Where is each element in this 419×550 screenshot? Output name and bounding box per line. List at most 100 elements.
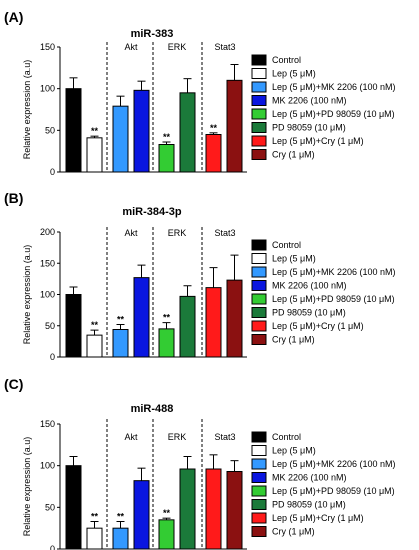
y-tick-label: 150 xyxy=(40,42,55,52)
legend-label: Cry (1 μM) xyxy=(272,335,315,345)
legend-swatch xyxy=(251,320,267,332)
legend-label: Lep (5 μM) xyxy=(272,69,316,79)
bar xyxy=(65,465,82,550)
bar xyxy=(179,468,196,550)
legend-label: Lep (5 μM)+Cry (1 μM) xyxy=(272,321,364,331)
panel-label: (B) xyxy=(4,190,23,206)
significance-marker: ** xyxy=(117,512,125,522)
legend-swatch xyxy=(251,266,267,278)
y-tick-label: 0 xyxy=(50,167,55,177)
legend-label: Cry (1 μM) xyxy=(272,527,315,537)
bar xyxy=(65,294,82,358)
y-tick-label: 50 xyxy=(45,321,55,331)
bar xyxy=(179,295,196,358)
legend-label: MK 2206 (100 nM) xyxy=(272,281,347,291)
group-label: Akt xyxy=(124,432,138,442)
legend-swatch xyxy=(251,280,267,291)
bar xyxy=(158,519,175,550)
bar xyxy=(86,527,103,550)
significance-marker: ** xyxy=(210,123,218,133)
group-label: Stat3 xyxy=(214,432,235,442)
legend-swatch xyxy=(251,239,267,251)
legend-swatch xyxy=(251,472,267,483)
bar xyxy=(179,92,196,173)
legend-label: Lep (5 μM)+PD 98059 (10 μM) xyxy=(272,109,395,119)
bar xyxy=(65,88,82,173)
legend-swatch xyxy=(251,149,267,160)
legend-label: Control xyxy=(272,432,301,442)
legend-label: PD 98059 (10 μM) xyxy=(272,123,346,133)
bar xyxy=(205,287,222,358)
bar xyxy=(112,329,129,358)
legend-swatch xyxy=(251,253,267,264)
y-tick-label: 200 xyxy=(40,227,55,237)
bar xyxy=(226,79,243,173)
significance-marker: ** xyxy=(163,508,171,518)
bar xyxy=(226,279,243,358)
legend-swatch xyxy=(251,122,267,133)
legend-swatch xyxy=(251,108,267,120)
legend-swatch xyxy=(251,81,267,93)
legend-swatch xyxy=(251,431,267,443)
y-tick-label: 100 xyxy=(40,84,55,94)
legend-swatch xyxy=(251,512,267,524)
legend-label: Lep (5 μM)+PD 98059 (10 μM) xyxy=(272,294,395,304)
y-tick-label: 150 xyxy=(40,258,55,268)
y-tick-label: 50 xyxy=(45,125,55,135)
bar xyxy=(205,468,222,550)
legend-label: Lep (5 μM)+MK 2206 (100 nM) xyxy=(272,459,396,469)
bar xyxy=(112,105,129,173)
legend-label: Cry (1 μM) xyxy=(272,150,315,160)
bar xyxy=(226,471,243,550)
significance-marker: ** xyxy=(91,320,99,330)
bar xyxy=(133,89,150,173)
legend-label: Lep (5 μM)+Cry (1 μM) xyxy=(272,136,364,146)
bar xyxy=(205,134,222,173)
legend-label: Lep (5 μM)+MK 2206 (100 nM) xyxy=(272,82,396,92)
legend-swatch xyxy=(251,458,267,470)
legend-swatch xyxy=(251,499,267,510)
legend-label: Lep (5 μM) xyxy=(272,254,316,264)
y-axis-label: Relative expression (a.u) xyxy=(22,437,32,537)
group-label: Akt xyxy=(124,42,138,52)
legend-swatch xyxy=(251,485,267,497)
group-label: Stat3 xyxy=(214,228,235,238)
chart-title: miR-384-3p xyxy=(122,206,182,218)
bar xyxy=(112,527,129,550)
legend-swatch xyxy=(251,135,267,147)
bar xyxy=(133,277,150,358)
legend-label: PD 98059 (10 μM) xyxy=(272,308,346,318)
group-label: ERK xyxy=(168,42,187,52)
legend-label: Lep (5 μM)+Cry (1 μM) xyxy=(272,513,364,523)
y-tick-label: 0 xyxy=(50,352,55,362)
chart-panel-3: (C) miR-488 0 50 100 150 Relative expression (… xyxy=(4,376,396,550)
bar xyxy=(86,137,103,173)
chart-panel-1: (A) miR-383 0 50 100 150 Relative expression (… xyxy=(4,9,396,177)
y-axis-label: Relative expression (a.u) xyxy=(22,245,32,345)
legend-swatch xyxy=(251,526,267,537)
chart-panel-2: (B) miR-384-3p 0 50 100 150 200 Relative expres… xyxy=(4,190,396,362)
legend-swatch xyxy=(251,445,267,456)
bar xyxy=(86,334,103,358)
legend-label: MK 2206 (100 nM) xyxy=(272,96,347,106)
legend-label: Lep (5 μM)+PD 98059 (10 μM) xyxy=(272,486,395,496)
bar xyxy=(158,328,175,358)
group-label: Stat3 xyxy=(214,42,235,52)
panel-label: (C) xyxy=(4,376,23,392)
legend-label: Control xyxy=(272,55,301,65)
chart-title: miR-488 xyxy=(131,403,174,415)
legend-swatch xyxy=(251,293,267,305)
y-tick-label: 50 xyxy=(45,502,55,512)
legend-label: PD 98059 (10 μM) xyxy=(272,500,346,510)
y-tick-label: 150 xyxy=(40,419,55,429)
legend-label: Lep (5 μM) xyxy=(272,446,316,456)
legend-swatch xyxy=(251,334,267,345)
legend-swatch xyxy=(251,54,267,66)
significance-marker: ** xyxy=(91,126,99,136)
chart-title: miR-383 xyxy=(131,28,174,40)
y-tick-label: 0 xyxy=(50,544,55,550)
legend-label: MK 2206 (100 nM) xyxy=(272,473,347,483)
legend-label: Lep (5 μM)+MK 2206 (100 nM) xyxy=(272,267,396,277)
y-tick-label: 100 xyxy=(40,461,55,471)
